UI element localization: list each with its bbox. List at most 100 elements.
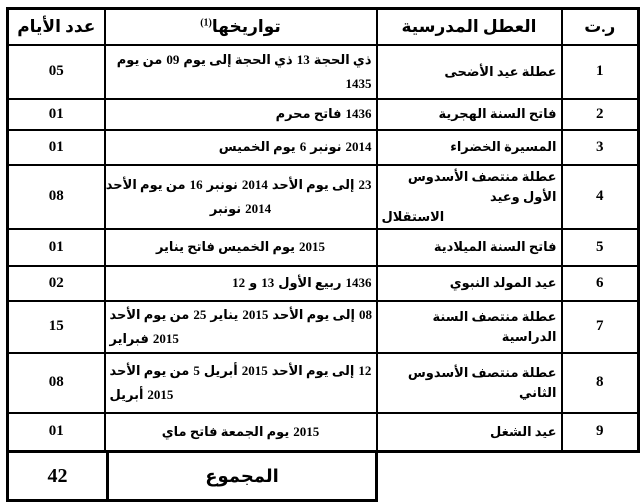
row-number-cell: 9 [560, 411, 640, 453]
table-row: 15 من يوم الأحد 25 يناير 2015 إلى يوم الأحد 08… [6, 299, 640, 354]
date-text: إلى يوم الأحد [272, 306, 355, 322]
days-count-cell: 01 [6, 97, 106, 131]
date-number: 12 [358, 362, 372, 378]
header-holiday-label: العطل المدرسية [401, 16, 537, 36]
total-row: 42 المجموع [6, 453, 378, 502]
dates-cell: يوم الخميس 6 نونبر 2014 [103, 128, 378, 166]
holiday-name-line: عطلة منتصف الأسدوس الأول وعيد [407, 168, 557, 204]
date-text: أبريل [109, 386, 144, 402]
date-text: و [249, 275, 258, 290]
date-number: 2015 [242, 306, 269, 322]
table-header-row: عدد الأيام تواريخها(1) العطل المدرسية ر.… [6, 7, 640, 46]
dates-cell: من يوم 09 ذي الحجة إلى يوم 13 ذي الحجة 1435 [103, 43, 378, 100]
row-number-cell: 6 [560, 264, 640, 302]
date-text: من يوم الأحد [109, 362, 190, 378]
table-row: 02 12 و 13 ربيع الأول 1436 عيد المولد النبوي 6 [6, 264, 640, 302]
date-number: 2014 [245, 200, 272, 216]
header-dates-label: تواريخها(1) [200, 16, 281, 36]
date-text: يوم الجمعة فاتح ماي [161, 423, 290, 439]
header-num-label: ر.ت [584, 16, 616, 36]
days-count-cell: 01 [6, 411, 106, 453]
holiday-name-line: الاستقلال [381, 208, 445, 224]
days-count-cell: 15 [6, 299, 106, 354]
header-days-count: عدد الأيام [6, 7, 106, 46]
holiday-name-line: عطلة منتصف الأسدوس الثاني [407, 364, 557, 400]
holiday-name-line: فاتح السنة الهجرية [438, 106, 557, 121]
school-holidays-table: عدد الأيام تواريخها(1) العطل المدرسية ر.… [6, 7, 640, 453]
row-number-cell: 4 [560, 163, 640, 230]
date-number: 23 [358, 176, 372, 192]
row-number-cell: 7 [560, 299, 640, 354]
holiday-name-cell: فاتح السنة الميلادية [375, 227, 563, 267]
date-number: 2015 [299, 239, 326, 254]
date-number: 1436 [345, 275, 372, 290]
table-body: 05 من يوم 09 ذي الحجة إلى يوم 13 ذي الحجة 1435… [6, 43, 640, 453]
date-number: 1436 [345, 106, 372, 121]
date-line: نونبر 2014 [110, 197, 372, 221]
days-count-cell: 01 [6, 227, 106, 267]
table-row: 01 يوم الجمعة فاتح ماي 2015 عيد الشغل 9 [6, 411, 640, 453]
table-row: 01 يوم الخميس 6 نونبر 2014 المسيرة الخضراء 3 [6, 128, 640, 166]
days-count-cell: 05 [6, 43, 106, 100]
date-number: 2014 [241, 176, 268, 192]
holiday-name-line: عيد المولد النبوي [449, 275, 557, 290]
date-number: 09 [166, 51, 180, 67]
holiday-name-line: عطلة عيد الأضحى [444, 63, 557, 79]
dates-cell: يوم الجمعة فاتح ماي 2015 [103, 411, 378, 453]
table-row: 08 من يوم الأحد 5 أبريل 2015 إلى يوم الأحد 12 أ… [6, 351, 640, 414]
date-number: 2015 [241, 362, 268, 378]
table-row: 05 من يوم 09 ذي الحجة إلى يوم 13 ذي الحجة 1435… [6, 43, 640, 100]
date-line: يوم الجمعة فاتح ماي 2015 [110, 420, 372, 444]
days-count-cell: 01 [6, 128, 106, 166]
date-number: 25 [193, 306, 207, 322]
table-row: 08 من يوم الأحد 16 نونبر 2014 إلى يوم الأحد 23… [6, 163, 640, 230]
holiday-name-cell: عيد المولد النبوي [375, 264, 563, 302]
date-number: 2015 [147, 386, 174, 402]
date-text: إلى يوم الأحد [271, 176, 355, 192]
date-line: فبراير 2015 [110, 327, 372, 351]
date-line: 12 و 13 ربيع الأول 1436 [110, 271, 372, 295]
header-dates: تواريخها(1) [103, 7, 378, 46]
row-number-cell: 3 [560, 128, 640, 166]
date-text: يوم الخميس [218, 139, 296, 154]
holiday-name-cell: عطلة منتصف الأسدوس الثاني [375, 351, 563, 414]
date-number: 13 [296, 51, 310, 67]
holiday-name-line: عطلة منتصف السنة الدراسية [432, 308, 557, 344]
holiday-name-cell: عطلة عيد الأضحى [375, 43, 563, 100]
date-text: من يوم الأحد [109, 306, 190, 322]
date-number: 13 [261, 275, 275, 290]
date-line: من يوم الأحد 25 يناير 2015 إلى يوم الأحد 08 [110, 303, 372, 327]
row-number-cell: 2 [560, 97, 640, 131]
row-number-cell: 5 [560, 227, 640, 267]
date-text: ربيع الأول [278, 275, 342, 290]
dates-cell: 12 و 13 ربيع الأول 1436 [103, 264, 378, 302]
date-text: أبريل [203, 362, 238, 378]
days-count-cell: 02 [6, 264, 106, 302]
holiday-name-line: عيد الشغل [490, 423, 557, 439]
date-number: 12 [232, 275, 246, 290]
date-text: إلى يوم الأحد [271, 362, 355, 378]
date-text: يوم الخميس فاتح يناير [155, 239, 296, 254]
date-line: من يوم 09 ذي الحجة إلى يوم 13 ذي الحجة [110, 48, 372, 72]
date-text: من يوم [116, 51, 163, 67]
days-count-cell: 08 [6, 163, 106, 230]
date-line: من يوم الأحد 16 نونبر 2014 إلى يوم الأحد 23 [107, 173, 372, 197]
total-days-value: 42 [9, 453, 109, 499]
date-text: فبراير [109, 330, 149, 346]
total-label: المجموع [205, 465, 279, 486]
row-number-cell: 8 [560, 351, 640, 414]
header-row-number: ر.ت [560, 7, 640, 46]
date-text: من يوم الأحد [105, 176, 186, 192]
dates-cell: من يوم الأحد 25 يناير 2015 إلى يوم الأحد 08 فب… [103, 299, 378, 354]
table-row: 01 فاتح محرم 1436 فاتح السنة الهجرية 2 [6, 97, 640, 131]
holiday-name-cell: المسيرة الخضراء [375, 128, 563, 166]
dates-cell: يوم الخميس فاتح يناير 2015 [103, 227, 378, 267]
date-text: نونبر [310, 139, 342, 154]
header-holiday-name: العطل المدرسية [375, 7, 563, 46]
date-text: فاتح محرم [275, 106, 342, 121]
date-number: 6 [299, 139, 307, 154]
date-number: 1435 [345, 75, 372, 91]
holiday-name-cell: عطلة منتصف الأسدوس الأول وعيد الاستقلال [375, 163, 563, 230]
date-line: يوم الخميس فاتح يناير 2015 [110, 235, 372, 259]
date-number: 2014 [345, 139, 372, 154]
